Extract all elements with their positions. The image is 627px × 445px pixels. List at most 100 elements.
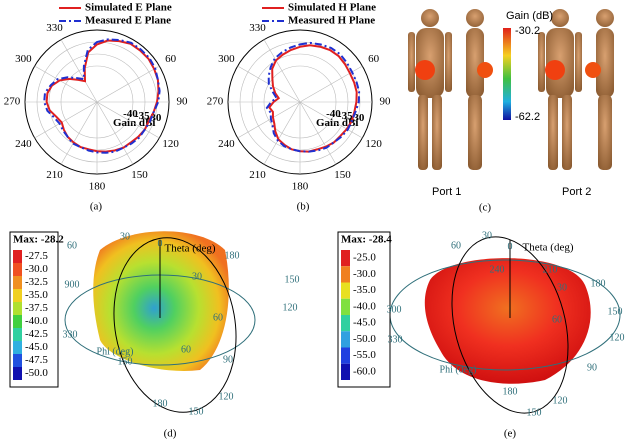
scale-label: -50.0 (353, 333, 376, 345)
r-tick-label: -40 (123, 108, 138, 120)
grid-spoke (237, 101, 301, 139)
axis-angle-label: 180 (503, 386, 518, 397)
scale-swatch (13, 341, 22, 354)
axis-angle-label: 60 (67, 240, 77, 251)
scale-label: -50.0 (25, 367, 48, 379)
theta-tick-label: 330 (46, 22, 63, 34)
axis-angle-label: 60 (213, 312, 223, 323)
axis-angle-label: 210 (543, 264, 558, 275)
axis-angle-label: Theta (deg) (523, 242, 574, 254)
scale-label: -35.0 (25, 289, 48, 301)
scale-swatch (13, 302, 22, 315)
scale-swatch (341, 363, 350, 380)
theta-tick-label: 180 (292, 181, 309, 193)
theta-tick-label: 90 (177, 96, 189, 108)
axis-angle-label: 300 (387, 304, 402, 315)
theta-tick-label: 60 (368, 53, 380, 65)
scale-label: -45.0 (353, 317, 376, 329)
theta-tick-label: 150 (131, 169, 148, 181)
axis-angle-label: 120 (553, 395, 568, 406)
panel-label: (c) (479, 202, 492, 214)
axis-angle-label: 150 (118, 356, 133, 367)
grid-spoke (263, 101, 301, 165)
theta-tick-label: 210 (46, 169, 63, 181)
legend-label: Simulated H Plane (288, 2, 376, 14)
theta-tick-label: 270 (207, 96, 224, 108)
legend-label: Measured E Plane (85, 15, 171, 27)
scale-swatch (13, 367, 22, 380)
legend-label: Simulated E Plane (85, 2, 172, 14)
series-line (43, 38, 161, 154)
axis-angle-label: 30 (482, 230, 492, 241)
theta-tick-label: 330 (249, 22, 266, 34)
colorbar-max: -30.2 (515, 25, 540, 37)
scale-swatch (341, 315, 350, 332)
axis-angle-label: 240 (490, 264, 505, 275)
axis-angle-label: 150 (285, 274, 300, 285)
axis-angle-label: 150 (527, 407, 542, 418)
axis-angle-label: 120 (610, 332, 625, 343)
axis-angle-label: 180 (153, 398, 168, 409)
scale-max: Max: -28.4 (341, 234, 392, 246)
panel-label: (a) (90, 201, 103, 213)
port-label: Port 1 (432, 186, 461, 198)
scale-label: -27.5 (25, 250, 48, 262)
r-axis-label: Gain dBi (113, 117, 156, 129)
scale-label: -40.0 (25, 315, 48, 327)
theta-tick-label: 120 (162, 138, 179, 150)
scale-max: Max: -28.2 (13, 234, 64, 246)
axis-angle-label: 60 (181, 344, 191, 355)
axis-angle-label: 0 (508, 241, 513, 252)
scale-label: -25.0 (353, 252, 376, 264)
theta-tick-label: 240 (15, 138, 32, 150)
grid-spoke (60, 39, 98, 103)
grid-spoke (96, 101, 160, 139)
grid-spoke (96, 101, 134, 165)
axis-angle-label: 180 (591, 278, 606, 289)
r-tick-label: -35 (135, 110, 150, 122)
panel-label: (d) (164, 428, 177, 440)
legend-label: Measured H Plane (288, 15, 375, 27)
scale-label: -30.0 (353, 268, 376, 280)
scale-swatch (341, 266, 350, 283)
scale-swatch (341, 282, 350, 299)
scale-label: -37.5 (25, 302, 48, 314)
scale-label: -30.0 (25, 263, 48, 275)
scale-swatch (13, 276, 22, 289)
scale-swatch (13, 315, 22, 328)
series-line (265, 41, 361, 153)
axis-angle-label: 150 (608, 306, 623, 317)
axis-angle-label: 330 (63, 329, 78, 340)
scale-swatch (341, 331, 350, 348)
axis-angle-label: 0 (158, 238, 163, 249)
grid-spoke (34, 65, 98, 103)
axis-angle-label: 900 (65, 279, 80, 290)
axis-angle-label: Phi (deg) (440, 364, 477, 375)
r-tick-label: -35 (338, 110, 353, 122)
scale-swatch (13, 250, 22, 263)
theta-tick-label: 300 (15, 53, 32, 65)
scale-swatch (341, 298, 350, 315)
theta-tick-label: 240 (218, 138, 235, 150)
scale-label: -42.5 (25, 328, 48, 340)
grid-spoke (299, 101, 363, 139)
scale-label: -40.0 (353, 300, 376, 312)
panel-label: (e) (504, 428, 517, 440)
scale-swatch (13, 328, 22, 341)
theta-tick-label: 60 (165, 53, 177, 65)
axis-angle-label: 30 (192, 271, 202, 282)
axis-angle-label: 30 (120, 231, 130, 242)
pattern-3d (337, 231, 621, 414)
theta-tick-label: 150 (334, 169, 351, 181)
grid-spoke (299, 101, 337, 165)
scale-swatch (341, 250, 350, 267)
axis-angle-label: 90 (223, 354, 233, 365)
theta-tick-label: 90 (380, 96, 392, 108)
axis-angle-label: 90 (587, 362, 597, 373)
scale-swatch (13, 354, 22, 367)
scale-label: -47.5 (25, 354, 48, 366)
axis-angle-label: 60 (451, 240, 461, 251)
scale-label: -32.5 (25, 276, 48, 288)
axis-angle-label: 120 (283, 302, 298, 313)
scale-swatch (13, 289, 22, 302)
